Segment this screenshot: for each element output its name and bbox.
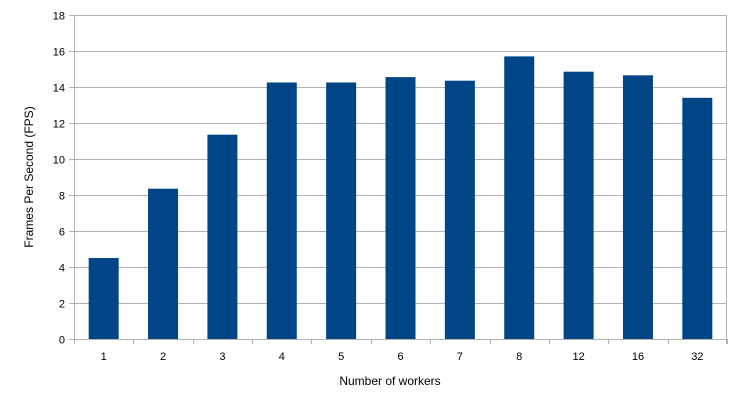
y-tick-label: 12 bbox=[53, 119, 65, 131]
bar-32 bbox=[682, 97, 713, 339]
bar-12 bbox=[563, 71, 594, 339]
x-tick-label: 2 bbox=[160, 351, 166, 363]
y-tick-label: 4 bbox=[59, 263, 65, 275]
y-tick-labels: 0 2 4 6 8 10 12 14 16 18 bbox=[53, 11, 65, 347]
y-axis-title: Frames Per Second (FPS) bbox=[22, 106, 36, 247]
x-tick-label: 3 bbox=[219, 351, 225, 363]
bar-2 bbox=[148, 188, 179, 339]
bar-3 bbox=[207, 134, 238, 339]
bar-1 bbox=[88, 258, 119, 339]
y-tick-label: 0 bbox=[59, 335, 65, 347]
bar-8 bbox=[504, 56, 535, 340]
y-tick-label: 16 bbox=[53, 47, 65, 59]
y-tick-label: 18 bbox=[53, 11, 65, 23]
bar-6 bbox=[385, 77, 416, 339]
x-tick-label: 16 bbox=[632, 351, 644, 363]
bar-7 bbox=[444, 80, 475, 339]
bar-16 bbox=[622, 75, 653, 340]
y-tick-label: 8 bbox=[59, 191, 65, 203]
x-tick-label: 8 bbox=[516, 351, 522, 363]
bar-5 bbox=[326, 82, 357, 339]
x-tick-label: 32 bbox=[691, 351, 703, 363]
x-tick-label: 12 bbox=[572, 351, 584, 363]
x-axis-title: Number of workers bbox=[339, 374, 440, 388]
axes bbox=[74, 15, 728, 344]
y-tick-label: 6 bbox=[59, 227, 65, 239]
y-tick-label: 2 bbox=[59, 299, 65, 311]
y-tick-label: 14 bbox=[53, 83, 65, 95]
x-tick-label: 7 bbox=[457, 351, 463, 363]
bar-4 bbox=[266, 82, 297, 339]
x-tick-labels: 1 2 3 4 5 6 7 8 12 16 32 bbox=[101, 351, 704, 363]
x-tick-label: 6 bbox=[397, 351, 403, 363]
x-tick-label: 4 bbox=[279, 351, 285, 363]
bars bbox=[88, 56, 713, 340]
x-tick-label: 1 bbox=[101, 351, 107, 363]
y-tick-label: 10 bbox=[53, 155, 65, 167]
x-tick-label: 5 bbox=[338, 351, 344, 363]
